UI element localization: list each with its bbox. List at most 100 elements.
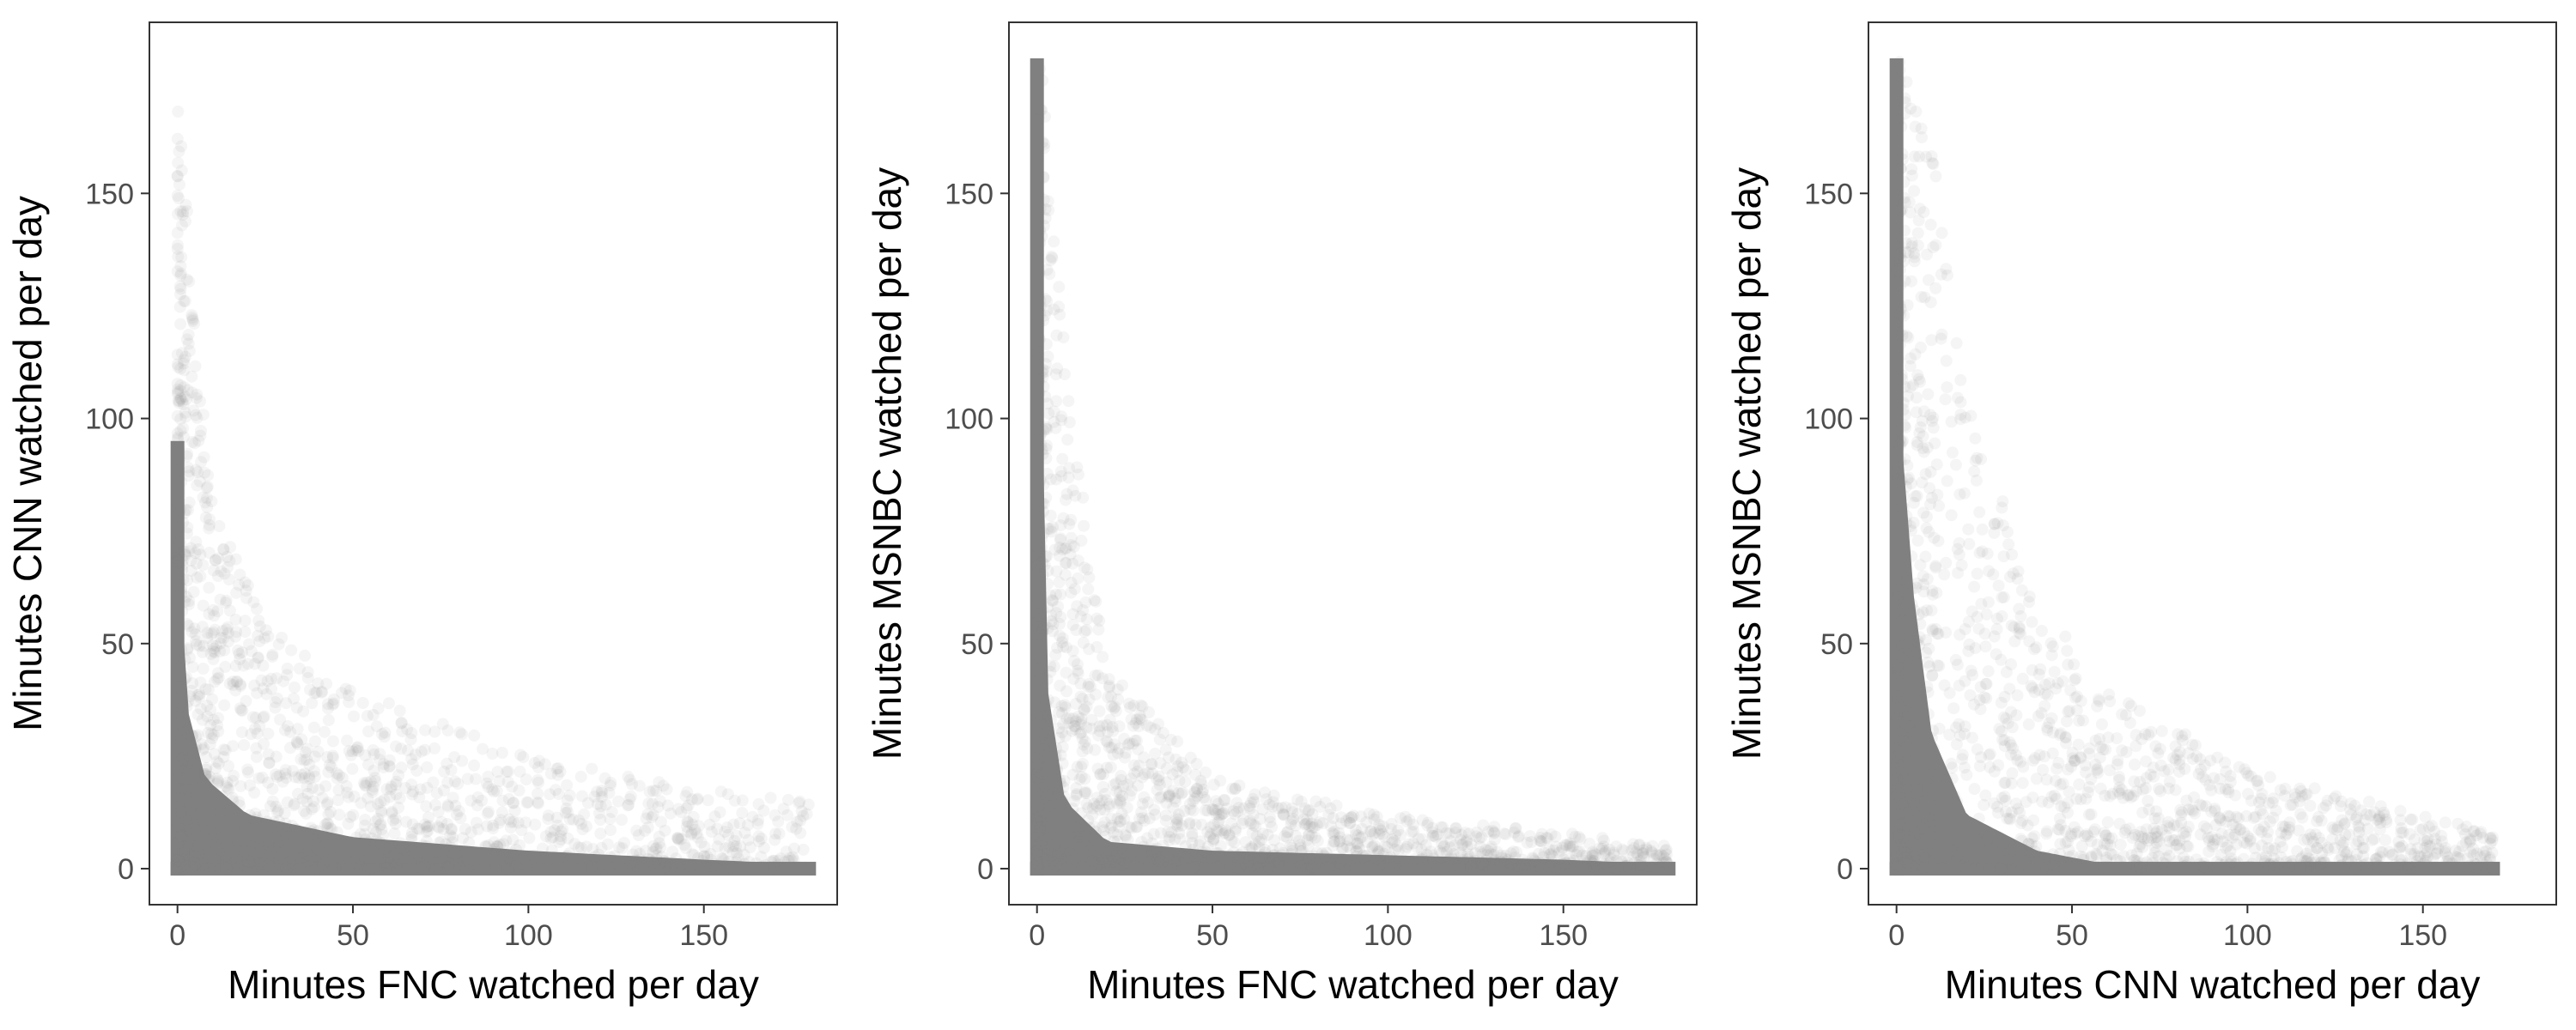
scatter-point [321, 821, 334, 834]
scatter-point [1319, 797, 1332, 809]
scatter-point [1031, 279, 1044, 292]
scatter-point [197, 451, 210, 464]
scatter-point [1543, 862, 1556, 875]
scatter-point [2124, 700, 2137, 712]
x-tick-label: 100 [1364, 919, 1413, 952]
scatter-point [422, 811, 434, 824]
scatter-point [593, 807, 605, 820]
scatter-point [186, 837, 199, 850]
scatter-point [174, 260, 187, 273]
scatter-point [1895, 689, 1908, 702]
scatter-point [185, 386, 198, 399]
scatter-point [1077, 758, 1089, 770]
scatter-point [1920, 646, 1933, 659]
scatter-point [207, 626, 220, 639]
scatter-point [1895, 368, 1908, 381]
scatter-point [254, 839, 267, 851]
scatter-point [171, 765, 184, 778]
scatter-point [787, 842, 800, 855]
scatter-point [187, 758, 200, 771]
scatter-point [1043, 827, 1056, 840]
scatter-point [2134, 838, 2147, 851]
scatter-point [195, 782, 208, 794]
scatter-point [786, 821, 799, 833]
scatter-point [1893, 734, 1905, 747]
scatter-point [1924, 218, 1937, 231]
scatter-point [493, 816, 506, 829]
scatter-point [188, 622, 201, 635]
scatter-point [273, 835, 286, 848]
scatter-point [1449, 821, 1462, 834]
scatter-point [279, 724, 291, 736]
scatter-point [201, 700, 214, 712]
scatter-point [2278, 790, 2291, 803]
scatter-point [2035, 625, 2048, 637]
scatter-point [1402, 838, 1415, 851]
scatter-point [1898, 176, 1911, 188]
scatter-point [174, 379, 187, 391]
scatter-point [616, 814, 628, 827]
scatter-point [732, 852, 744, 864]
y-tick-label: 150 [1804, 178, 1853, 210]
scatter-point [262, 776, 275, 789]
scatter-point [2352, 835, 2365, 848]
scatter-point [175, 251, 188, 264]
scatter-point [374, 754, 386, 766]
scatter-point [1153, 779, 1166, 791]
scatter-point [193, 688, 206, 700]
scatter-point [1354, 832, 1367, 845]
scatter-point [383, 760, 396, 773]
scatter-point [529, 856, 542, 869]
scatter-point [640, 812, 653, 825]
scatter-point [173, 551, 185, 564]
scatter-point [2474, 827, 2487, 840]
scatter-point [1999, 776, 2012, 789]
scatter-point [1173, 774, 1186, 787]
scatter-point [185, 862, 198, 875]
scatter-point [2348, 799, 2361, 812]
scatter-point [378, 845, 391, 858]
scatter-point [308, 770, 321, 783]
scatter-point [174, 391, 187, 404]
scatter-point [173, 486, 185, 499]
scatter-point [171, 742, 184, 754]
scatter-point [374, 748, 386, 760]
scatter-point [2174, 803, 2187, 816]
scatter-point [1951, 658, 1964, 671]
scatter-point [482, 780, 495, 793]
scatter-point [178, 431, 191, 444]
scatter-point [2059, 836, 2072, 849]
scatter-point [176, 554, 189, 566]
scatter-point [2171, 748, 2184, 761]
scatter-point [180, 333, 193, 346]
scatter-point [188, 822, 201, 835]
scatter-point [228, 769, 240, 782]
scatter-point [306, 781, 319, 794]
scatter-point [358, 777, 370, 790]
scatter-point [255, 674, 268, 687]
scatter-point [639, 824, 651, 837]
scatter-point [229, 684, 242, 697]
scatter-point [195, 425, 207, 437]
scatter-point [422, 862, 435, 875]
scatter-point [1172, 809, 1185, 821]
scatter-point [210, 854, 222, 867]
scatter-point [658, 855, 671, 868]
scatter-point [1268, 833, 1281, 846]
scatter-point [536, 842, 549, 855]
scatter-point [173, 724, 185, 736]
scatter-point [1036, 367, 1049, 379]
scatter-point [659, 857, 671, 870]
scatter-point [1036, 230, 1048, 243]
scatter-point [787, 851, 799, 863]
scatter-point [219, 744, 232, 756]
scatter-point [704, 848, 717, 860]
scatter-point [1143, 706, 1155, 718]
scatter-point [2006, 721, 2019, 734]
scatter-point [263, 860, 275, 873]
scatter-point [1054, 588, 1066, 601]
scatter-point [2105, 847, 2117, 860]
scatter-point [2062, 658, 2075, 671]
scatter-point [633, 779, 646, 792]
scatter-point [297, 705, 310, 718]
